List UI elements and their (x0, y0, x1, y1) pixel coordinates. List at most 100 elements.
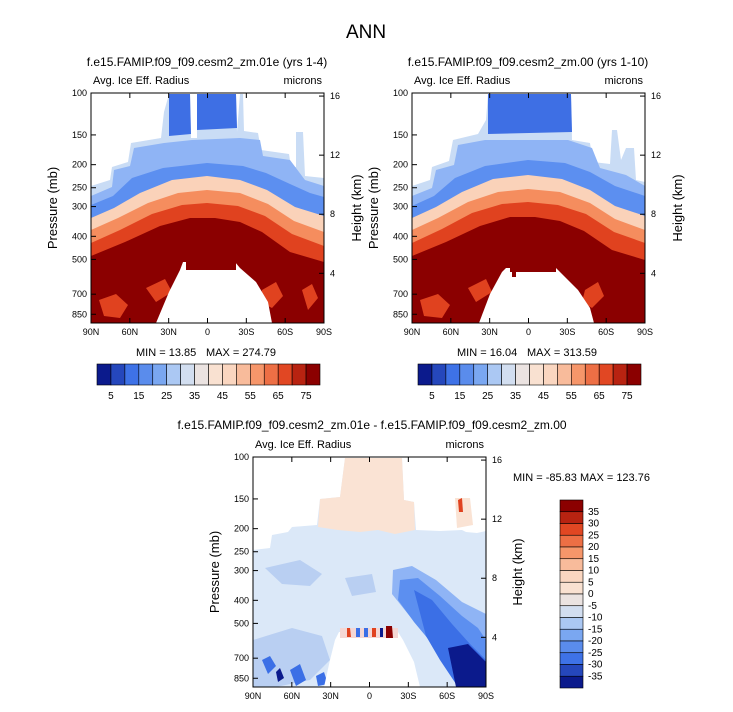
panel-diff-ytick-label: 150 (234, 494, 249, 504)
panel-b-missing-region (479, 268, 594, 323)
panel-b-xtick-label: 90S (637, 327, 653, 337)
panel-diff-colorbar-box (559, 640, 584, 654)
panel-diff-colorbar-label: -15 (588, 624, 603, 635)
panel-diff-colorbar-label: 25 (588, 530, 600, 541)
panel-diff-colorbar-label: -35 (588, 671, 603, 682)
panel-b-ytick-right-label: 16 (651, 91, 661, 101)
panel-b-ytick-label: 150 (393, 130, 408, 140)
panel-b-ytick-right-label: 8 (651, 209, 656, 219)
panel-diff-colorbar-box (559, 605, 584, 618)
panel-diff: f.e15.FAMIP.f09_f09.cesm2_zm.01e - f.e15… (177, 418, 650, 701)
panel-a-colorbar-box (291, 363, 307, 386)
panel-a-max-label: MAX = 274.79 (206, 347, 276, 359)
panel-a-ytick-label: 500 (72, 254, 87, 264)
panel-a-ylabel: Pressure (mb) (45, 167, 60, 249)
panel-diff-ytick-right-label: 12 (492, 514, 502, 524)
panel-b-colorbar-box (445, 363, 461, 386)
panel-a-right-label: microns (283, 75, 322, 87)
panel-a-colorbar-box (124, 363, 140, 386)
panel-a-ytick-label: 400 (72, 231, 87, 241)
panel-diff-missing-region (324, 632, 420, 687)
panel-diff-colorbar-label: 35 (588, 507, 600, 518)
panel-a: f.e15.FAMIP.f09_f09.cesm2_zm.01e (yrs 1-… (45, 55, 364, 402)
panel-a-ytick-label: 100 (72, 88, 87, 98)
panel-diff-ytick-label: 100 (234, 452, 249, 462)
panel-b-colorbar-box (612, 363, 628, 386)
panel-a-title: f.e15.FAMIP.f09_f09.cesm2_zm.01e (yrs 1-… (87, 55, 328, 69)
panel-a-colorbar-box (138, 363, 154, 386)
panel-diff-colorbar-label: 30 (588, 519, 600, 530)
panel-diff-colorbar-box (559, 617, 584, 630)
panel-b-colorbar-label: 5 (429, 391, 435, 402)
panel-b-ytick-label: 200 (393, 160, 408, 170)
panel-diff-colorbar-label: -25 (588, 648, 603, 659)
panel-diff-xtick-label: 30N (322, 691, 339, 701)
panel-a-missing-region (156, 262, 272, 323)
panel-diff-contour-field (253, 457, 486, 687)
panel-a-colorbar-label: 5 (108, 391, 114, 402)
panel-b-colorbar-box (626, 363, 642, 386)
panel-a-colorbar-box (110, 363, 126, 386)
panel-a-xtick-label: 60S (277, 327, 293, 337)
panel-b-colorbar-box (571, 363, 586, 386)
panel-a-colorbar-box (194, 363, 209, 386)
panel-b-colorbar-label: 75 (622, 391, 634, 402)
panel-diff-colorbar-box (559, 664, 584, 677)
panel-a-xtick-label: 30N (160, 327, 177, 337)
panel-a-ytick-right-label: 4 (330, 268, 335, 278)
panel-diff-xtick-label: 0 (367, 691, 372, 701)
panel-b-ytick-label: 850 (393, 309, 408, 319)
panel-b-colorbar-label: 25 (482, 391, 494, 402)
panel-b-left-label: Avg. Ice Eff. Radius (414, 75, 511, 87)
panel-b-contour-field (412, 93, 645, 323)
panel-diff-colorbar-label: 5 (588, 577, 594, 588)
panel-diff-colorbar-box (559, 534, 584, 548)
panel-a-colorbar-box (222, 363, 237, 386)
panel-b-colorbar-label: 15 (454, 391, 466, 402)
panel-b-title: f.e15.FAMIP.f09_f09.cesm2_zm.00 (yrs 1-1… (408, 55, 649, 69)
panel-diff-ytick-right-label: 4 (492, 632, 497, 642)
panel-b-colorbar-label: 65 (594, 391, 606, 402)
panel-a-colorbar-box (263, 363, 279, 386)
panel-diff-colorbar-box (559, 558, 584, 571)
panel-diff-colorbar-box (559, 675, 584, 689)
panel-b-ytick-label: 400 (393, 231, 408, 241)
panel-b-colorbar-box (473, 363, 488, 386)
panel-b-min-label: MIN = 16.04 (457, 347, 517, 359)
panel-a-ytick-right-label: 8 (330, 209, 335, 219)
panel-diff-ytick-label: 500 (234, 618, 249, 628)
panel-diff-ylabel: Pressure (mb) (207, 531, 222, 613)
panel-diff-colorbar-label: 0 (588, 589, 594, 600)
panel-b-ylabel-right: Height (km) (670, 174, 685, 241)
panel-diff-ytick-right-label: 16 (492, 455, 502, 465)
panel-b-colorbar-box (431, 363, 447, 386)
panel-diff-colorbar-box (559, 523, 584, 536)
panel-b-colorbar-box (459, 363, 475, 386)
panel-diff-xtick-label: 60N (284, 691, 301, 701)
panel-a-colorbar-box (305, 363, 321, 386)
panel-a-xtick-label: 30S (238, 327, 254, 337)
panel-a-colorbar-label: 35 (189, 391, 201, 402)
panel-a-xtick-label: 0 (205, 327, 210, 337)
panel-diff-xtick-label: 90S (478, 691, 494, 701)
panel-diff-colorbar-label: -20 (588, 636, 603, 647)
panel-diff-ytick-label: 700 (234, 653, 249, 663)
panel-a-xtick-label: 60N (122, 327, 139, 337)
panel-diff-colorbar-label: -30 (588, 660, 603, 671)
panel-b-xtick-label: 0 (526, 327, 531, 337)
panel-diff-colorbar-box (559, 570, 584, 583)
panel-b-colorbar-label: 45 (538, 391, 550, 402)
panel-a-colorbar-box (96, 363, 112, 386)
panel-a-xtick-label: 90S (316, 327, 332, 337)
panel-a-colorbar-label: 45 (217, 391, 229, 402)
panel-diff-ytick-right-label: 8 (492, 573, 497, 583)
panel-diff-ylabel-right: Height (km) (510, 538, 525, 605)
panel-diff-colorbar-box (559, 593, 584, 607)
panel-a-ytick-right-label: 12 (330, 150, 340, 160)
panel-diff-colorbar-label: 10 (588, 566, 600, 577)
panel-b-ylabel: Pressure (mb) (366, 167, 381, 249)
panel-diff-xtick-label: 30S (400, 691, 416, 701)
panel-diff-xtick-label: 90N (245, 691, 262, 701)
panel-b-xtick-label: 60N (443, 327, 460, 337)
